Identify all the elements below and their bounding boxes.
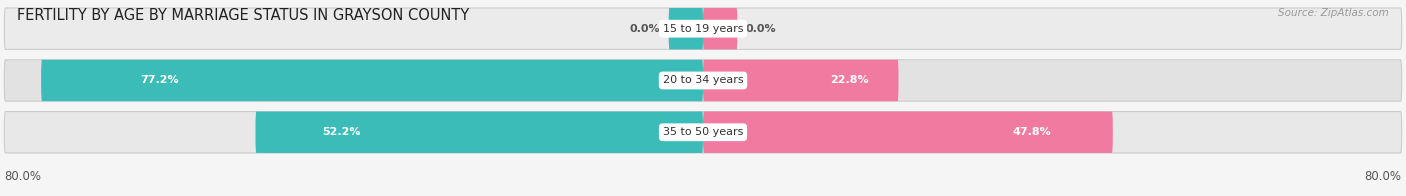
Text: 77.2%: 77.2% (141, 75, 179, 85)
FancyBboxPatch shape (4, 8, 1402, 49)
FancyBboxPatch shape (703, 8, 737, 49)
FancyBboxPatch shape (256, 112, 703, 153)
FancyBboxPatch shape (669, 8, 703, 49)
Text: 22.8%: 22.8% (831, 75, 869, 85)
FancyBboxPatch shape (4, 112, 1402, 153)
Text: 20 to 34 years: 20 to 34 years (662, 75, 744, 85)
Text: FERTILITY BY AGE BY MARRIAGE STATUS IN GRAYSON COUNTY: FERTILITY BY AGE BY MARRIAGE STATUS IN G… (17, 8, 470, 23)
FancyBboxPatch shape (703, 60, 898, 101)
FancyBboxPatch shape (703, 112, 1112, 153)
Text: 47.8%: 47.8% (1012, 127, 1052, 137)
FancyBboxPatch shape (4, 60, 1402, 101)
Text: Source: ZipAtlas.com: Source: ZipAtlas.com (1278, 8, 1389, 18)
Text: 0.0%: 0.0% (630, 24, 661, 34)
Text: 0.0%: 0.0% (745, 24, 776, 34)
Text: 35 to 50 years: 35 to 50 years (662, 127, 744, 137)
FancyBboxPatch shape (41, 60, 703, 101)
Text: 15 to 19 years: 15 to 19 years (662, 24, 744, 34)
Text: 80.0%: 80.0% (1365, 170, 1402, 183)
Text: 52.2%: 52.2% (322, 127, 361, 137)
Text: 80.0%: 80.0% (4, 170, 41, 183)
